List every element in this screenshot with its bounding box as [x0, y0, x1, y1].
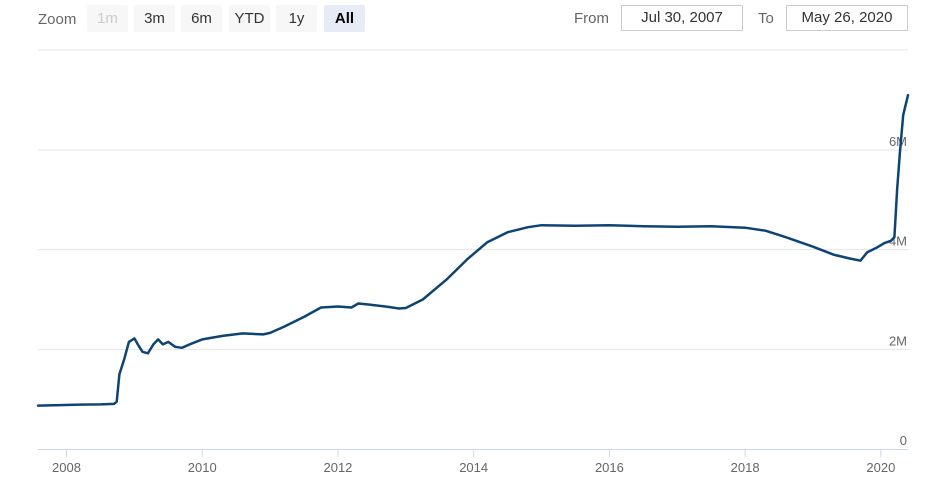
- y-tick-label: 2M: [889, 333, 907, 348]
- x-tick-label: 2008: [52, 460, 81, 475]
- zoom-3m-button[interactable]: 3m: [134, 5, 175, 32]
- zoom-1y-button[interactable]: 1y: [276, 5, 317, 32]
- x-tick-label: 2016: [595, 460, 624, 475]
- from-date-input[interactable]: Jul 30, 2007: [621, 5, 743, 31]
- x-tick-label: 2012: [323, 460, 352, 475]
- y-tick-label: 6M: [889, 134, 907, 149]
- grid-lines: [38, 49, 908, 350]
- x-tick-label: 2018: [731, 460, 760, 475]
- zoom-label: Zoom: [38, 11, 77, 28]
- to-date-input[interactable]: May 26, 2020: [786, 5, 908, 31]
- zoom-6m-button[interactable]: 6m: [181, 5, 222, 32]
- x-tick-label: 2014: [459, 460, 488, 475]
- to-label: To: [758, 10, 774, 27]
- x-tick-label: 2010: [188, 460, 217, 475]
- zoom-all-button[interactable]: All: [324, 5, 365, 32]
- zoom-1m-button[interactable]: 1m: [87, 5, 128, 32]
- zoom-ytd-button[interactable]: YTD: [229, 5, 270, 32]
- range-selector-toolbar: Zoom 1m 3m 6m YTD 1y All From Jul 30, 20…: [0, 0, 943, 40]
- from-label: From: [574, 10, 609, 27]
- series-line: [36, 93, 910, 407]
- x-axis-ticks: 2008 2010 2012 2014 2016 2018 2020: [52, 449, 895, 475]
- x-tick-label: 2020: [866, 460, 895, 475]
- y-tick-label: 0: [900, 433, 907, 448]
